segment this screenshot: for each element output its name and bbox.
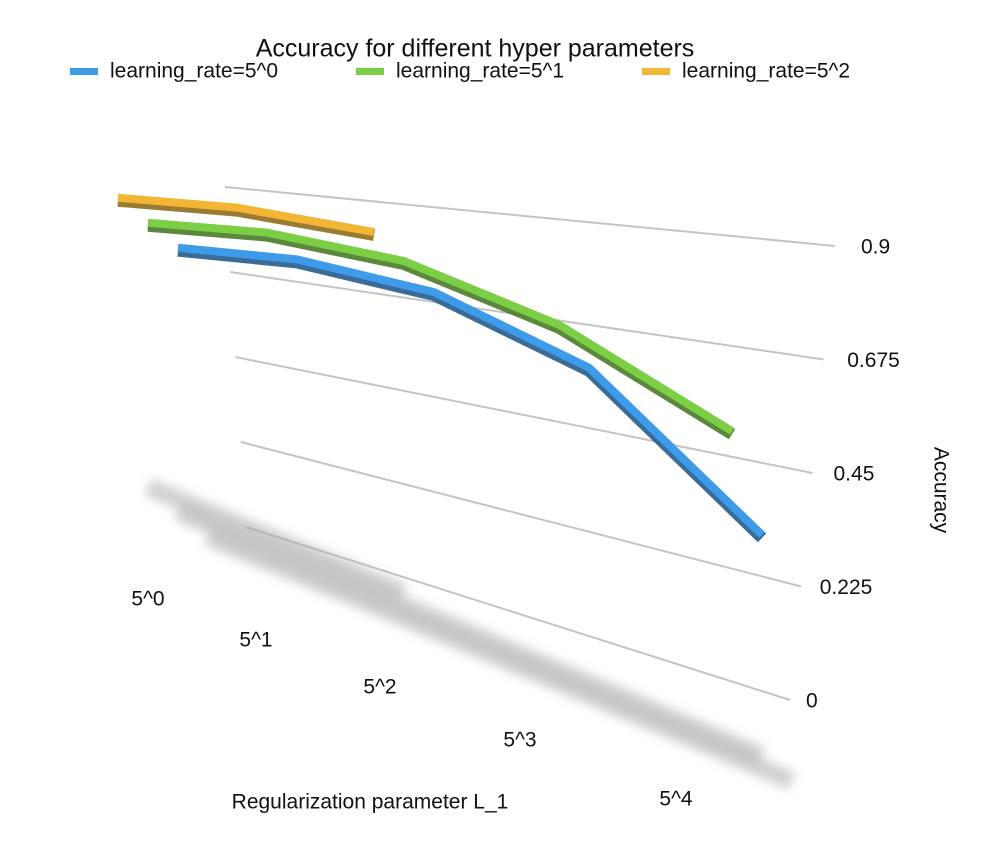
x-tick-label: 5^2 — [363, 676, 396, 699]
y-tick-label: 0.225 — [820, 576, 873, 599]
legend-label: learning_rate=5^2 — [682, 60, 850, 83]
grid-line — [224, 186, 836, 247]
legend-swatch — [70, 68, 98, 75]
x-tick-label: 5^1 — [239, 629, 272, 652]
x-axis-label: Regularization parameter L_1 — [232, 791, 509, 814]
x-tick-label: 5^4 — [659, 788, 693, 811]
x-tick-label: 5^3 — [503, 729, 536, 752]
chart-title: Accuracy for different hyper parameters — [256, 35, 695, 63]
legend-swatch — [356, 68, 384, 75]
y-tick-label: 0.45 — [834, 463, 875, 486]
series-shadow — [144, 478, 408, 602]
legend-label: learning_rate=5^1 — [396, 60, 564, 83]
legend-label: learning_rate=5^0 — [110, 60, 278, 83]
y-tick-label: 0 — [806, 690, 818, 713]
grid-line — [240, 441, 802, 588]
grid-line — [235, 356, 813, 474]
x-tick-label: 5^0 — [131, 588, 164, 611]
series-line — [177, 243, 765, 538]
series-shadow — [204, 528, 796, 790]
series-line — [117, 193, 375, 236]
series-shadow — [174, 503, 766, 765]
y-axis-label: Accuracy — [929, 447, 952, 534]
legend-swatch — [642, 68, 670, 75]
y-tick-label: 0.675 — [847, 349, 900, 372]
series-line — [147, 218, 735, 435]
y-tick-label: 0.9 — [861, 236, 890, 259]
